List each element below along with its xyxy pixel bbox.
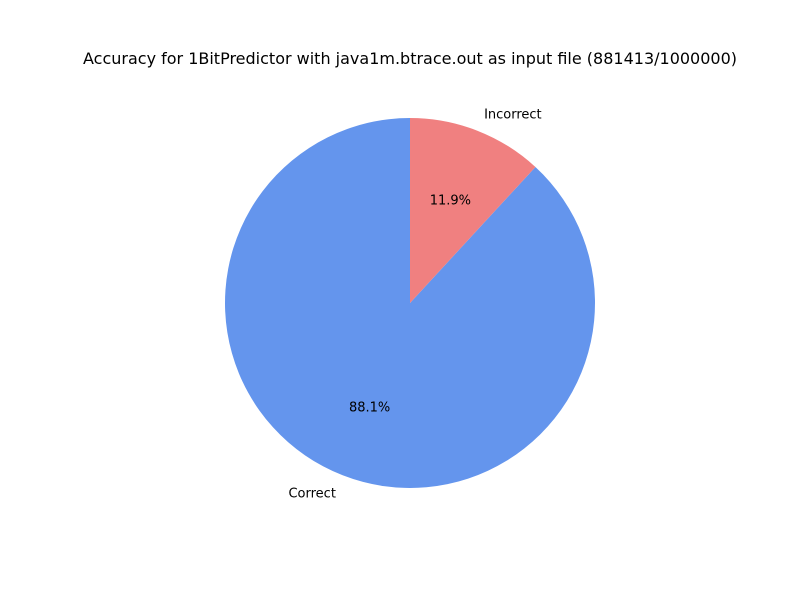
percent-label-incorrect: 11.9% (430, 194, 471, 209)
pie-labels: Correct 88.1% Incorrect 11.9% (288, 107, 541, 501)
chart-title: Accuracy for 1BitPredictor with java1m.b… (83, 49, 737, 68)
slice-label-correct: Correct (288, 487, 335, 502)
percent-label-correct: 88.1% (349, 400, 390, 415)
pie-slice-correct (225, 118, 595, 488)
pie-slices (225, 118, 595, 488)
pie-slice-incorrect (410, 118, 536, 303)
slice-label-incorrect: Incorrect (484, 107, 542, 122)
